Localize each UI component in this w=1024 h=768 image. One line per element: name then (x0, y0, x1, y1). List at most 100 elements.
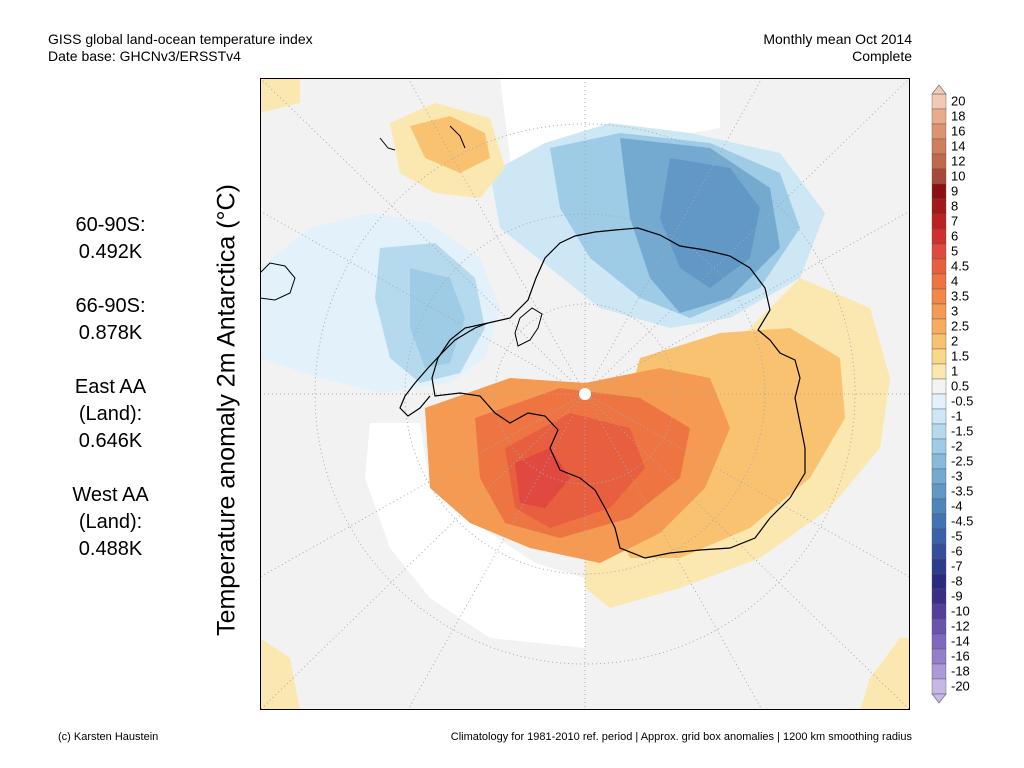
colorbar-swatch (931, 243, 947, 260)
colorbar-swatch (931, 483, 947, 500)
colorbar-swatch (931, 588, 947, 605)
colorbar-tick-label: -2 (951, 439, 963, 454)
colorbar-swatch (931, 363, 947, 380)
colorbar-swatch (931, 378, 947, 395)
ice-shelf-edge (514, 307, 543, 347)
colorbar-swatch (931, 468, 947, 485)
colorbar-tick-label: 8 (951, 199, 958, 214)
south-pole-marker (579, 388, 591, 400)
colorbar-swatch (931, 138, 947, 155)
colorbar-swatch (931, 213, 947, 230)
colorbar-swatch (931, 318, 947, 335)
antarctica-coastline (431, 227, 806, 559)
colorbar-swatch (931, 168, 947, 185)
antarctic-peninsula (399, 322, 489, 417)
colorbar-max-arrow (931, 84, 947, 95)
stat-value: 0.646K (78, 430, 143, 452)
region-stats: 60-90S: 0.492K 66-90S: 0.878K East AA (L… (48, 212, 173, 590)
colorbar-tick-label: -7 (951, 559, 963, 574)
colorbar-tick-label: -6 (951, 544, 963, 559)
new-zealand-coast (379, 125, 466, 151)
colorbar-tick-label: 16 (951, 124, 965, 139)
colorbar-tick-label: -4.5 (951, 514, 973, 529)
data-source: Date base: GHCNv3/ERSSTv4 (48, 48, 241, 64)
missing-data-region (365, 423, 585, 648)
colorbar-tick-label: 10 (951, 169, 965, 184)
colorbar-swatch (931, 573, 947, 590)
stat-label: West AA (72, 484, 149, 506)
colorbar-tick-label: 2.5 (951, 319, 969, 334)
colorbar-swatch (931, 648, 947, 665)
map-title: GISS global land-ocean temperature index (48, 31, 313, 47)
colorbar-swatch (931, 663, 947, 680)
colorbar-tick-label: 4.5 (951, 259, 969, 274)
colorbar-swatch (931, 618, 947, 635)
colorbar-swatch (931, 678, 947, 695)
colorbar-swatch (931, 123, 947, 140)
colorbar-tick-label: -16 (951, 649, 970, 664)
colorbar-tick-label: -0.5 (951, 394, 973, 409)
colorbar-swatch (931, 438, 947, 455)
colorbar-swatch (931, 633, 947, 650)
colorbar-tick-label: -18 (951, 664, 970, 679)
colorbar-swatch (931, 228, 947, 245)
footer-note: Climatology for 1981-2010 ref. period | … (450, 731, 912, 743)
colorbar-tick-label: -2.5 (951, 454, 973, 469)
colorbar-tick-label: 5 (951, 244, 958, 259)
colorbar-tick-label: 18 (951, 109, 965, 124)
colorbar-tick-label: 20 (951, 94, 965, 109)
colorbar-tick-label: 3.5 (951, 289, 969, 304)
colorbar-tick-label: 6 (951, 229, 958, 244)
colorbar-tick-label: 12 (951, 154, 965, 169)
stat-label-sub: (Land): (78, 511, 143, 533)
header-left: GISS global land-ocean temperature index… (48, 31, 313, 65)
map-svg (260, 78, 910, 710)
corner-patch (260, 638, 300, 710)
colorbar-tick-label: -5 (951, 529, 963, 544)
colorbar-tick-label: 1.5 (951, 349, 969, 364)
credit: (c) Karsten Haustein (58, 731, 159, 743)
colorbar-tick-label: 14 (951, 139, 965, 154)
stat-east-aa: East AA (Land): 0.646K (48, 374, 173, 455)
stat-value: 0.488K (78, 538, 143, 560)
colorbar-tick-label: -3 (951, 469, 963, 484)
anomaly-negative (660, 158, 760, 288)
colorbar-min-arrow (931, 693, 947, 704)
colorbar-swatch (931, 498, 947, 515)
corner-patch (260, 78, 300, 113)
stat-label: 60-90S: (75, 214, 146, 236)
stat-label: 66-90S: (75, 295, 146, 317)
stat-label-sub: (Land): (78, 403, 143, 425)
colorbar-swatch (931, 513, 947, 530)
colorbar-tick-label: -10 (951, 604, 970, 619)
colorbar-tick-label: -8 (951, 574, 963, 589)
south-america-coast (260, 262, 296, 301)
colorbar-svg: 201816141210987654.543.532.521.510.5-0.5… (931, 84, 973, 704)
colorbar-tick-label: 1 (951, 364, 958, 379)
colorbar-tick-label: -14 (951, 634, 970, 649)
colorbar-tick-label: -3.5 (951, 484, 973, 499)
colorbar-tick-label: -9 (951, 589, 963, 604)
colorbar-swatch (931, 183, 947, 200)
colorbar-swatch (931, 348, 947, 365)
colorbar-swatch (931, 303, 947, 320)
colorbar-swatch (931, 393, 947, 410)
colorbar-swatch (931, 543, 947, 560)
colorbar: 20 18 16 14 12 10 9 8 7 6 5 4.5 4 3.5 3 2.5 2 1.5 1 0.5 -0.5… (927, 84, 1022, 704)
colorbar-swatch (931, 558, 947, 575)
anomaly-positive (410, 116, 490, 173)
corner-patch (860, 638, 910, 710)
colorbar-swatch (931, 288, 947, 305)
colorbar-swatch (931, 423, 947, 440)
colorbar-swatch (931, 198, 947, 215)
period-label: Monthly mean Oct 2014 (763, 31, 912, 47)
colorbar-tick-label: -1.5 (951, 424, 973, 439)
colorbar-swatch (931, 528, 947, 545)
colorbar-tick-label: -1 (951, 409, 963, 424)
stat-60-90s: 60-90S: 0.492K (48, 212, 173, 266)
stat-west-aa: West AA (Land): 0.488K (48, 482, 173, 563)
axis-label: Temperature anomaly 2m Antarctica (°C) (212, 184, 241, 636)
colorbar-tick-label: -20 (951, 679, 970, 694)
status-label: Complete (852, 48, 912, 64)
colorbar-tick-label: 9 (951, 184, 958, 199)
